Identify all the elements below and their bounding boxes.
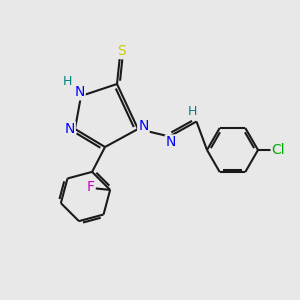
- Text: N: N: [166, 136, 176, 149]
- Text: N: N: [64, 122, 75, 136]
- Text: H: H: [187, 105, 197, 119]
- Text: N: N: [74, 85, 85, 99]
- Text: F: F: [87, 180, 94, 194]
- Text: N: N: [138, 119, 148, 133]
- Text: H: H: [63, 75, 72, 88]
- Text: S: S: [117, 44, 126, 58]
- Text: Cl: Cl: [272, 143, 285, 157]
